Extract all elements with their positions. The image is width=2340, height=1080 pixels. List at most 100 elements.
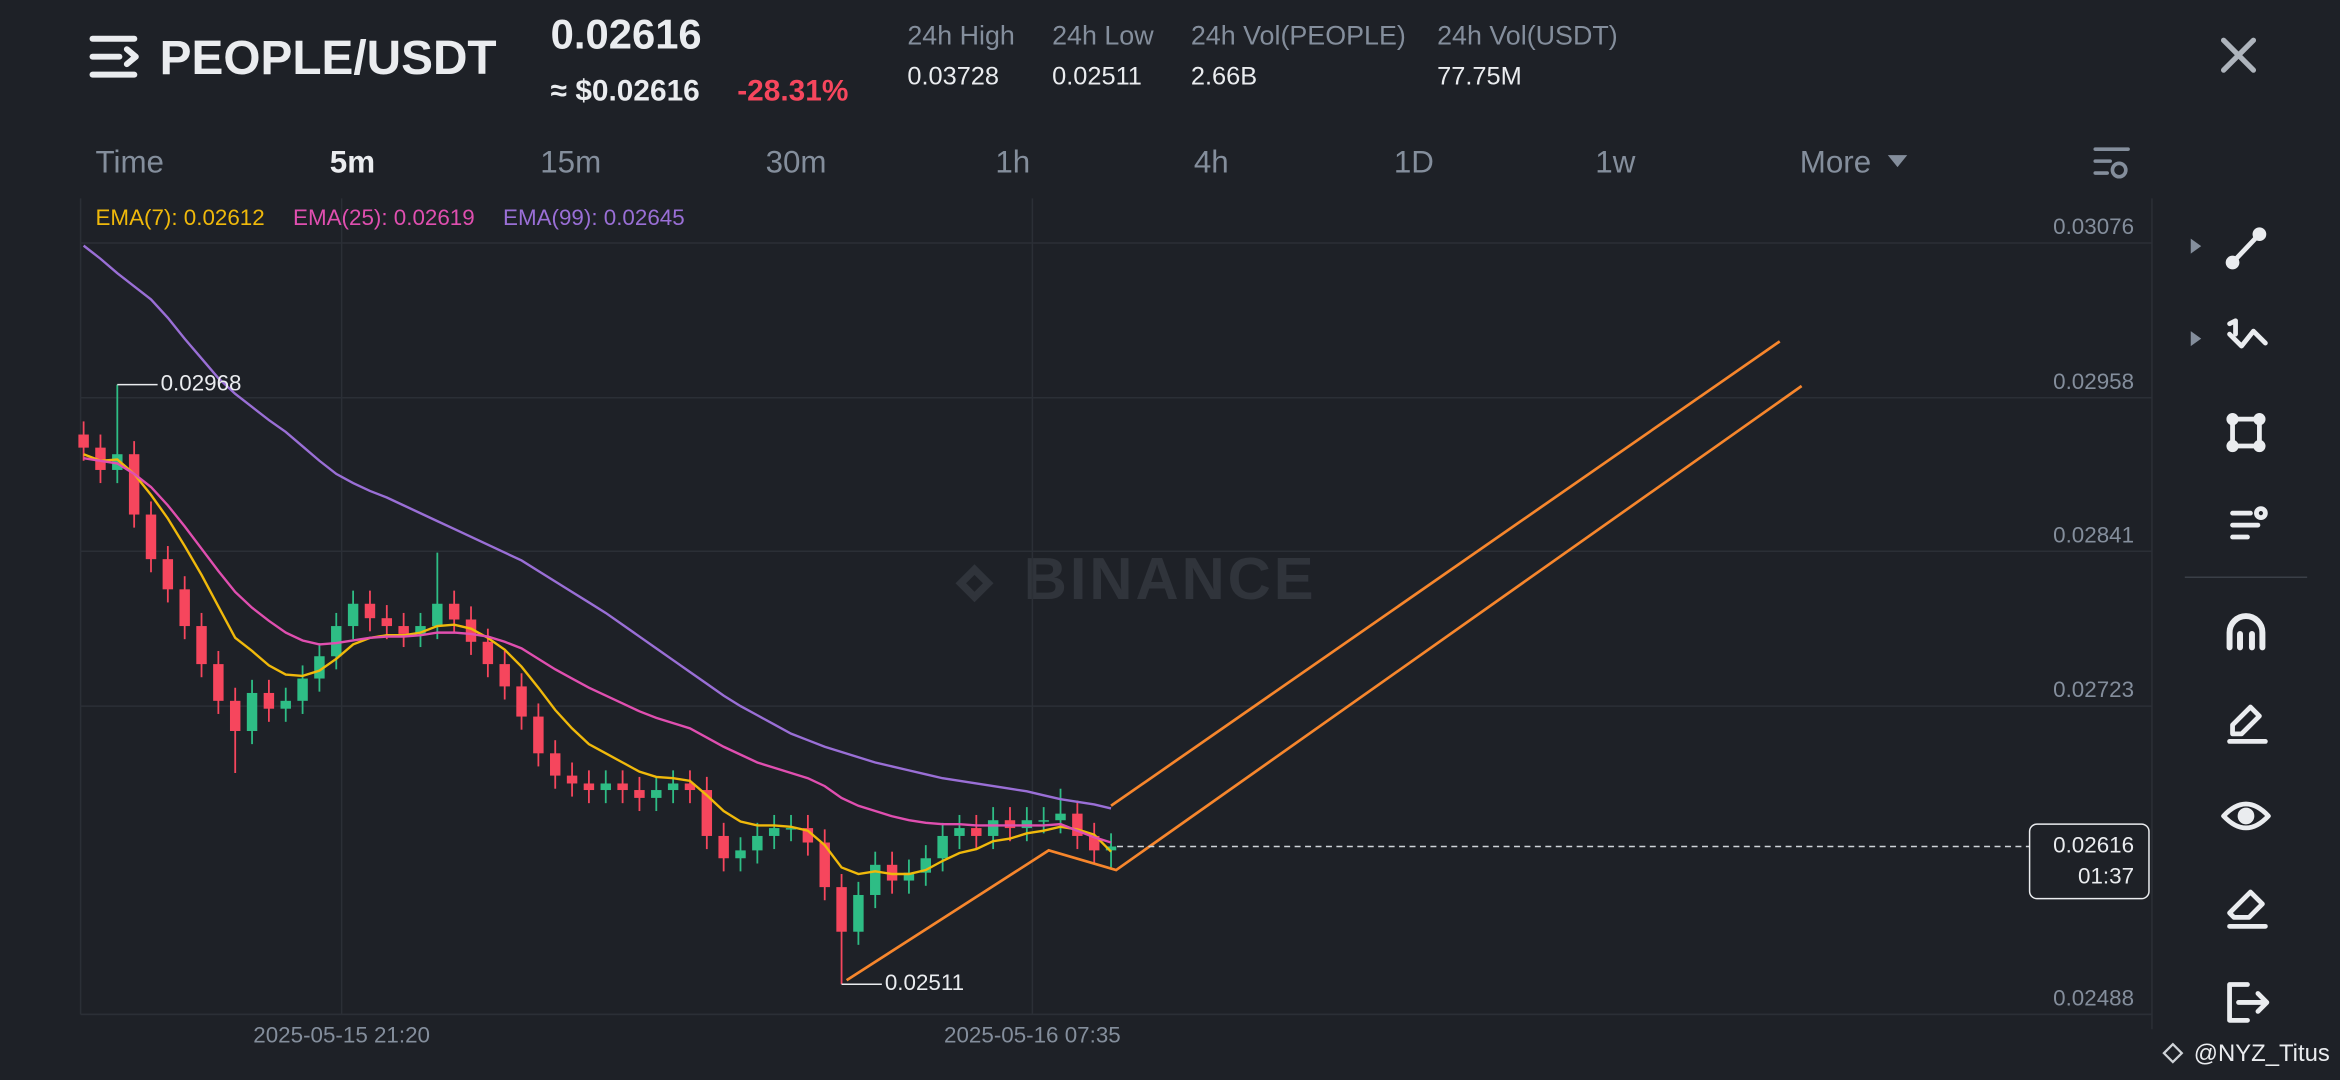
candle-body: [364, 603, 376, 619]
candle-body: [987, 820, 999, 836]
y-tick-label: 0.02958: [2053, 369, 2134, 394]
candle-body: [1072, 813, 1083, 836]
candle-body: [566, 775, 578, 784]
candle-body: [1105, 846, 1117, 851]
watermark-logo: [955, 564, 994, 603]
interval-tab[interactable]: 1w: [1595, 144, 1635, 179]
stat-label: 24h Vol(USDT): [1437, 20, 1618, 50]
candle-body: [1004, 820, 1016, 829]
interval-tab[interactable]: 4h: [1194, 144, 1229, 179]
position-tool[interactable]: [2230, 506, 2268, 540]
trend-line-tool[interactable]: [2225, 227, 2267, 270]
candle-body: [954, 828, 965, 836]
stat-value: 77.75M: [1437, 62, 1522, 90]
candle-body: [432, 603, 443, 627]
interval-tab[interactable]: 5m: [330, 144, 375, 179]
visibility-tool[interactable]: [2221, 801, 2271, 831]
fib-tool[interactable]: [2227, 318, 2268, 349]
candle-body: [482, 641, 494, 665]
y-tick-label: 0.02488: [2053, 985, 2134, 1010]
close-button[interactable]: [2220, 37, 2257, 73]
trend-line: [845, 384, 1803, 982]
candle-body: [701, 790, 713, 836]
interval-tab[interactable]: 1D: [1394, 144, 1434, 179]
candle-body: [735, 850, 746, 859]
candle-body: [785, 828, 797, 830]
candle-body: [819, 842, 830, 888]
candle-body: [533, 716, 544, 754]
exit-tool[interactable]: [2227, 982, 2270, 1023]
candle-body: [1055, 813, 1066, 821]
eraser-tool[interactable]: [2227, 889, 2268, 929]
stat-label: 24h Low: [1052, 20, 1154, 50]
candle-body: [684, 783, 696, 791]
candle-body: [768, 828, 780, 836]
menu-icon[interactable]: [89, 35, 139, 78]
shape-tool[interactable]: [2226, 413, 2266, 453]
candle-body: [516, 686, 527, 717]
legend-entry: EMA(99): 0.02645: [503, 205, 685, 230]
extreme-label: 0.02968: [161, 371, 242, 396]
interval-tab[interactable]: 30m: [766, 144, 827, 179]
candle-body: [331, 626, 342, 657]
stat-value: 0.03728: [907, 62, 999, 90]
candle-body: [550, 753, 561, 776]
candle-body: [347, 603, 359, 627]
candle-body: [718, 835, 729, 859]
drawing-toolbar: [2184, 227, 2308, 1023]
credit-logo: [2162, 1042, 2184, 1064]
candle-body: [920, 858, 932, 873]
stat-value: 0.02511: [1052, 62, 1142, 90]
interval-tab[interactable]: Time: [96, 144, 164, 179]
expand-arrow[interactable]: [2190, 331, 2202, 347]
candle-body: [651, 790, 662, 798]
chart-settings[interactable]: [2093, 147, 2130, 179]
candle-body: [213, 664, 224, 701]
candle-body: [617, 783, 628, 791]
candle-body: [246, 692, 258, 732]
trend-line: [1110, 340, 1781, 807]
last-price: 0.02616: [551, 10, 702, 57]
y-tick-label: 0.02841: [2053, 522, 2134, 547]
candle-body: [112, 454, 123, 470]
ema-line: [83, 456, 1112, 844]
candle-body: [280, 700, 291, 709]
interval-tab[interactable]: 15m: [540, 144, 601, 179]
candle-body: [752, 835, 763, 851]
candle-body: [381, 618, 393, 627]
candle-body: [971, 828, 982, 836]
stat-label: 24h High: [907, 20, 1014, 50]
ema-line: [83, 453, 1112, 876]
stat-value: 2.66B: [1191, 62, 1257, 90]
candle-body: [1088, 835, 1100, 851]
expand-arrow[interactable]: [2190, 238, 2202, 254]
interval-tab[interactable]: More: [1800, 144, 1871, 179]
last-price-label: 0.02616: [2053, 832, 2134, 857]
candle-body: [903, 872, 915, 881]
magnet-tool[interactable]: [2226, 613, 2266, 651]
candle-body: [95, 447, 106, 470]
candle-body: [836, 887, 847, 932]
candle-body: [162, 559, 174, 590]
price-usd: ≈ $0.02616: [551, 74, 700, 107]
candle-body: [1038, 820, 1049, 822]
candle-body: [1021, 820, 1033, 829]
legend-entry: EMA(25): 0.02619: [293, 205, 475, 230]
interval-tab[interactable]: 1h: [995, 144, 1030, 179]
x-tick-label: 2025-05-16 07:35: [944, 1023, 1121, 1048]
candle-body: [853, 894, 864, 932]
watermark: BINANCE: [1024, 545, 1317, 612]
x-tick-label: 2025-05-15 21:20: [253, 1023, 430, 1048]
pen-tool[interactable]: [2227, 704, 2268, 744]
candle-body: [415, 626, 426, 634]
candle-body: [263, 692, 275, 709]
last-price-box: [2028, 823, 2150, 900]
candle-body: [314, 656, 325, 679]
candle-body: [398, 626, 409, 634]
candle-body: [128, 454, 140, 515]
candle-body: [802, 828, 814, 843]
y-tick-label: 0.03076: [2053, 214, 2134, 239]
countdown: 01:37: [2078, 864, 2134, 889]
